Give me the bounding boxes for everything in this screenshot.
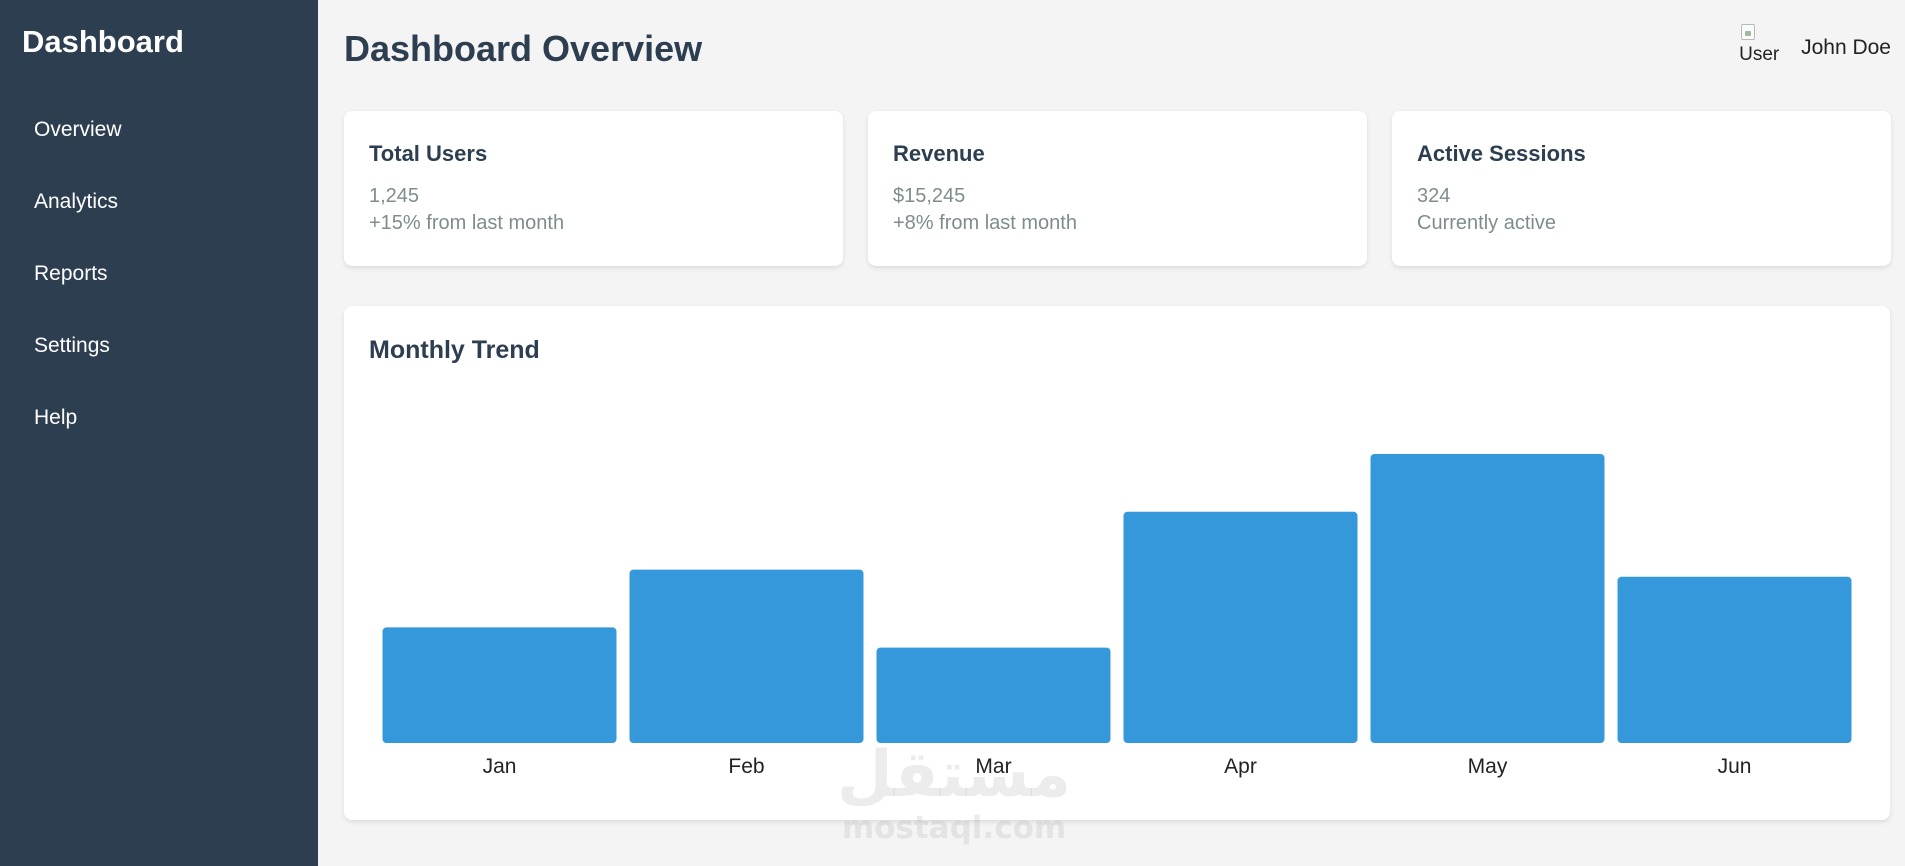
- avatar-alt-text: User: [1739, 44, 1780, 65]
- stat-card-title: Revenue: [893, 141, 985, 166]
- x-tick-label: May: [1468, 755, 1508, 778]
- stat-card-note: Currently active: [1417, 212, 1556, 234]
- bar-chart: Jan Feb Mar Apr May Jun: [382, 454, 1852, 778]
- sidebar-item-settings[interactable]: Settings: [0, 320, 318, 392]
- bar-feb: [629, 569, 864, 743]
- x-tick-label: Feb: [728, 755, 764, 778]
- sidebar-item-reports[interactable]: Reports: [0, 248, 318, 320]
- stat-card-value: 324: [1417, 185, 1451, 207]
- stat-card-revenue: Revenue $15,245 +8% from last month: [868, 111, 1367, 266]
- page-title: Dashboard Overview: [344, 28, 703, 69]
- broken-image-icon: [1741, 24, 1756, 40]
- sidebar: Dashboard Overview Analytics Reports Set…: [0, 0, 318, 866]
- user-menu[interactable]: User John Doe: [1739, 22, 1891, 65]
- stat-card-total-users: Total Users 1,245 +15% from last month: [344, 111, 843, 266]
- sidebar-item-label: Help: [34, 406, 78, 429]
- sidebar-brand: Dashboard: [22, 24, 184, 59]
- x-tick-label: Apr: [1224, 755, 1257, 778]
- stat-card-title: Total Users: [369, 141, 488, 166]
- stat-card-note: +15% from last month: [369, 212, 565, 234]
- sidebar-item-overview[interactable]: Overview: [0, 104, 318, 176]
- stat-card-value: 1,245: [369, 185, 420, 207]
- stat-card-value: $15,245: [893, 185, 966, 207]
- sidebar-item-label: Overview: [34, 118, 122, 141]
- stat-card-active-sessions: Active Sessions 324 Currently active: [1392, 111, 1891, 266]
- bar-apr: [1123, 511, 1358, 743]
- main-content: Dashboard Overview User John Doe Total U…: [318, 0, 1905, 866]
- x-tick-label: Mar: [975, 755, 1011, 778]
- stat-card-note: +8% from last month: [893, 212, 1077, 234]
- bar-jan: [382, 627, 617, 743]
- sidebar-item-label: Settings: [34, 334, 110, 357]
- x-tick-label: Jun: [1718, 755, 1752, 778]
- bar-may: [1370, 454, 1605, 743]
- chart-card: Monthly Trend Jan Feb Mar Apr May Jun: [344, 306, 1890, 820]
- sidebar-item-label: Analytics: [34, 190, 119, 213]
- sidebar-item-label: Reports: [34, 262, 108, 285]
- bar-jun: [1617, 576, 1852, 743]
- sidebar-item-analytics[interactable]: Analytics: [0, 176, 318, 248]
- stat-card-title: Active Sessions: [1417, 141, 1586, 166]
- user-name: John Doe: [1801, 36, 1891, 59]
- sidebar-item-help[interactable]: Help: [0, 392, 318, 464]
- bar-mar: [876, 647, 1111, 743]
- x-tick-label: Jan: [483, 755, 517, 778]
- sidebar-nav: Overview Analytics Reports Settings Help: [0, 104, 318, 464]
- chart-title: Monthly Trend: [369, 336, 540, 364]
- avatar[interactable]: User: [1739, 22, 1780, 65]
